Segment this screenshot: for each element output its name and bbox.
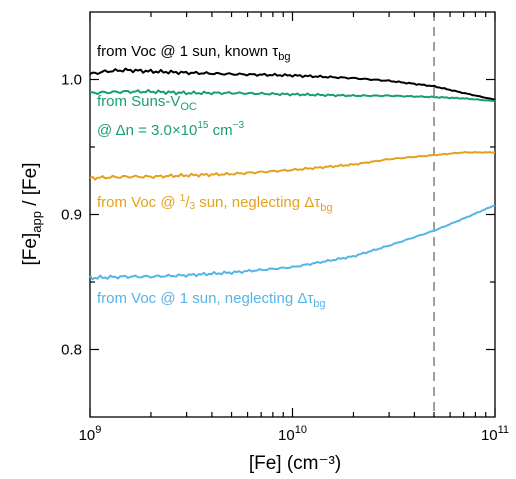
x-tick-label-exponent: 11 (498, 424, 509, 436)
annotation-voc-known-text: from Voc @ 1 sun, known τ (97, 43, 278, 60)
x-tick-label-base: 10 (278, 427, 295, 444)
x-tick-label: 1010 (278, 424, 307, 444)
annotation-delta-n-post: cm (208, 122, 232, 139)
x-tick-label-base: 10 (79, 427, 96, 444)
annotation-voc-one-sun-neglect-text: from Voc @ 1 sun, neglecting Δτ (97, 290, 313, 307)
annotation-delta-n: @ Δn = 3.0×1015 cm−3 (97, 120, 244, 139)
series-line-voc_known (89, 67, 496, 101)
x-tick-label: 1011 (481, 424, 509, 444)
annotation-suns-voc-text: from Suns-V (97, 93, 180, 110)
annotation-suns-voc-sub: OC (180, 101, 197, 113)
annotation-voc-third-sun-sup: 1 (180, 193, 186, 204)
x-tick-label-exponent: 9 (95, 424, 101, 436)
annotation-voc-third-sun-slash: / (185, 194, 190, 211)
annotation-voc-known: from Voc @ 1 sun, known τbg (97, 43, 290, 63)
x-tick-label-exponent: 10 (295, 424, 307, 436)
x-tick-label-base: 10 (481, 427, 498, 444)
annotation-suns-voc: from Suns-VOC (97, 93, 197, 113)
annotation-voc-one-sun-neglect-sub: bg (313, 298, 325, 310)
annotation-voc-one-sun-neglect: from Voc @ 1 sun, neglecting Δτbg (97, 290, 326, 310)
annotation-voc-third-sun-sub2: bg (320, 202, 332, 214)
y-tick-label: 0.8 (61, 342, 82, 359)
annotation-delta-n-sup: 15 (197, 120, 209, 131)
annotation-voc-third-sun-sub: 3 (189, 201, 195, 212)
annotation-voc-third-sun-post: sun, neglecting Δτ (195, 194, 320, 211)
annotation-voc-third-sun-pre: from Voc @ (97, 194, 180, 211)
x-tick-labels: 109 1010 1011 (79, 424, 509, 444)
x-axis-label: [Fe] (cm⁻³) (249, 453, 341, 474)
series-line-suns_voc (89, 88, 496, 103)
annotation-voc-known-sub: bg (278, 51, 290, 63)
x-tick-label: 109 (79, 424, 102, 444)
series-line-voc_one_sun_neglect (89, 204, 496, 281)
series-group (89, 67, 496, 281)
y-axis-label-rest: / [Fe] (20, 162, 41, 211)
y-axis-label: [Fe]app / [Fe] (20, 162, 44, 265)
ticks-group (89, 12, 496, 417)
y-tick-label: 1.0 (61, 72, 82, 89)
y-tick-labels: 0.8 0.9 1.0 (61, 72, 82, 359)
y-axis-label-main: [Fe] (20, 233, 41, 266)
series-line-voc_third_sun (89, 150, 496, 181)
annotation-delta-n-pre: @ Δn = 3.0×10 (97, 122, 197, 139)
annotation-voc-third-sun: from Voc @ 1/3 sun, neglecting Δτbg (97, 193, 332, 214)
annotation-delta-n-sup2: −3 (233, 120, 245, 131)
y-axis-label-sub: app (29, 211, 44, 233)
y-tick-label: 0.9 (61, 207, 82, 224)
